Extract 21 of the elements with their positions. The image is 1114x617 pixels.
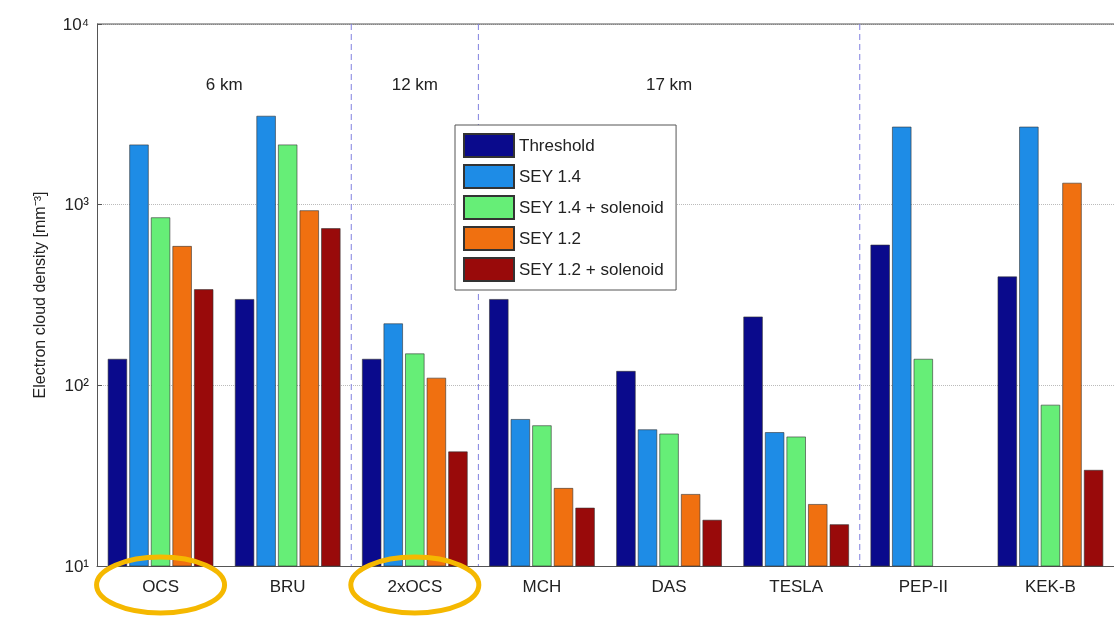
- y-tick-label: 10¹: [64, 556, 90, 576]
- legend-label: SEY 1.4: [519, 167, 582, 186]
- x-tick-label: MCH: [522, 577, 562, 596]
- x-tick-label: DAS: [651, 577, 687, 596]
- x-tick-label: TESLA: [769, 577, 824, 596]
- annotation: 12 km: [391, 74, 438, 94]
- legend-label: Threshold: [519, 136, 595, 155]
- legend-label: SEY 1.2 + solenoid: [519, 260, 664, 279]
- annotation: 6 km: [205, 74, 243, 94]
- x-tick-label: OCS: [142, 577, 179, 596]
- x-tick-label: 2xOCS: [387, 577, 443, 596]
- legend-label: SEY 1.4 + solenoid: [519, 198, 664, 217]
- annotation: 17 km: [645, 74, 693, 94]
- y-tick-label: 10³: [64, 195, 90, 215]
- x-tick-label: BRU: [269, 577, 306, 596]
- x-tick-label: KEK-B: [1024, 577, 1076, 596]
- legend-label: SEY 1.2: [519, 229, 582, 248]
- y-tick-label: 10⁴: [62, 14, 89, 34]
- y-tick-label: 10²: [64, 375, 90, 395]
- y-axis-title: Electron cloud density [mm⁻³]: [30, 191, 48, 399]
- x-tick-label: PEP-II: [898, 577, 948, 596]
